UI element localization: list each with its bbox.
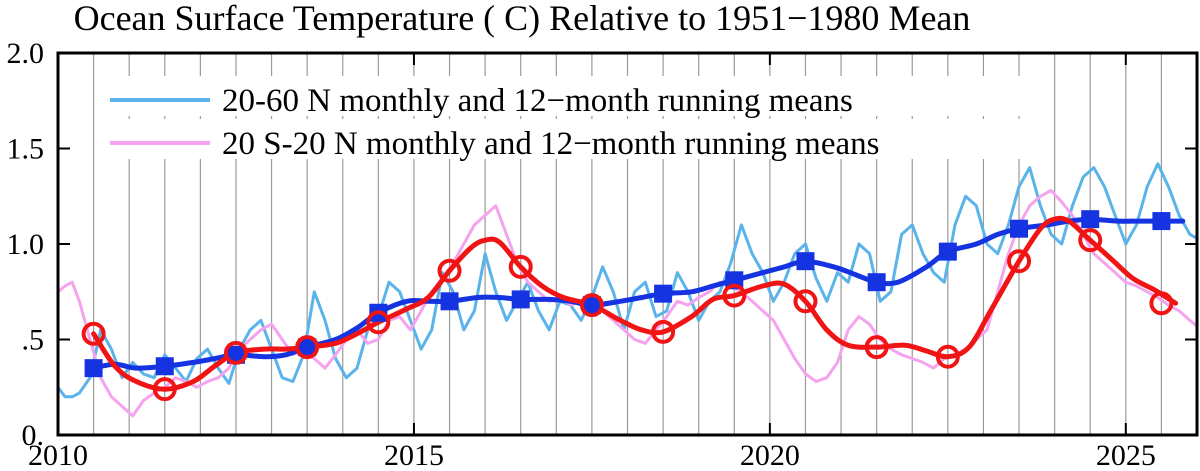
markers-layer xyxy=(81,210,1174,402)
data-point-circle xyxy=(223,340,248,365)
x-tick-label: 2025 xyxy=(1096,439,1156,471)
data-point-square xyxy=(1010,219,1029,238)
data-point-square xyxy=(298,338,317,357)
legend-label: 20 S-20 N monthly and 12−month running m… xyxy=(222,126,880,162)
data-point-circle xyxy=(81,321,106,346)
x-tick-label: 2020 xyxy=(740,439,800,471)
data-point-square xyxy=(155,357,174,376)
x-tick-label: 2015 xyxy=(384,439,444,471)
data-point-square xyxy=(654,284,673,303)
data-point-square xyxy=(1152,212,1171,231)
data-point-circle xyxy=(935,344,960,369)
data-point-circle xyxy=(1078,228,1103,253)
legend-label: 20-60 N monthly and 12−month running mea… xyxy=(222,83,853,119)
data-point-circle xyxy=(295,335,320,360)
data-point-square xyxy=(511,290,530,309)
data-point-circle xyxy=(508,254,533,279)
data-point-square xyxy=(84,359,103,378)
data-point-square xyxy=(1081,210,1100,229)
y-tick-label: 1.5 xyxy=(7,133,45,166)
data-point-circle xyxy=(1007,249,1032,274)
data-point-square xyxy=(226,345,245,364)
y-tick-label: .5 xyxy=(22,324,45,357)
y-tick-label: 0. xyxy=(22,419,45,452)
series-line-20-s-20-n-12-month-running-mean xyxy=(91,215,1179,392)
data-point-circle xyxy=(722,283,747,308)
data-point-square xyxy=(796,252,815,271)
data-point-square xyxy=(582,296,601,315)
y-tick-label: 2.0 xyxy=(7,37,45,70)
data-point-circle xyxy=(1149,291,1174,316)
series-line-20-60-n-12-month-running-mean xyxy=(91,216,1186,371)
data-point-circle xyxy=(366,310,391,335)
data-point-circle xyxy=(793,289,818,314)
data-point-circle xyxy=(651,319,676,344)
data-point-circle xyxy=(152,377,177,402)
data-point-circle xyxy=(864,335,889,360)
data-point-square xyxy=(440,292,459,311)
axes: 0. .5 1.0 1.5 2.0 2010 2015 2020 2025 xyxy=(7,37,1199,471)
data-point-square xyxy=(867,273,886,292)
data-point-circle xyxy=(579,293,604,318)
legend-background xyxy=(110,76,1050,116)
y-tick-label: 1.0 xyxy=(7,228,45,261)
x-tick-label: 2010 xyxy=(28,439,88,471)
data-point-circle xyxy=(437,258,462,283)
chart-title: Ocean Surface Temperature ( C) Relative … xyxy=(74,0,971,38)
data-point-square xyxy=(938,242,957,261)
legend: 20-60 N monthly and 12−month running mea… xyxy=(110,76,1050,162)
legend-background xyxy=(110,119,1050,159)
